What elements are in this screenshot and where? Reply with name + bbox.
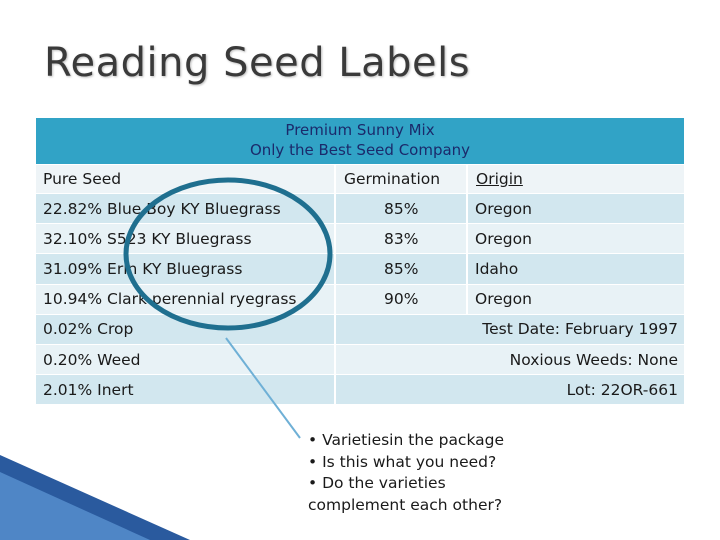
seed-label-table: Premium Sunny Mix Only the Best Seed Com… — [36, 118, 684, 405]
germination-header-text: Germination — [344, 170, 441, 188]
origin-cell: Oregon — [475, 199, 532, 218]
test-date-cell: Test Date: February 1997 — [482, 320, 678, 339]
table-row: 0.02% Crop Test Date: February 1997 — [36, 313, 684, 344]
noxious-weeds-cell: Noxious Weeds: None — [509, 350, 678, 369]
origin-header: Origin — [468, 165, 684, 193]
origin-cell: Oregon — [475, 229, 532, 248]
germination-cell: 90% — [336, 284, 468, 314]
company-name: Only the Best Seed Company — [249, 141, 471, 159]
callout-line: • Varietiesin the package — [308, 431, 505, 449]
germination-header: Germination — [336, 165, 468, 193]
germination-cell: 85% — [336, 194, 468, 224]
slide-title: Reading Seed Labels — [44, 40, 471, 86]
origin-cell: Oregon — [475, 290, 532, 309]
table-row: 31.09% Erin KY Bluegrass 85% Idaho — [36, 253, 684, 284]
inert-cell: 2.01% Inert — [36, 375, 336, 405]
crop-cell: 0.02% Crop — [36, 314, 336, 344]
pointer-line — [225, 337, 301, 439]
origin-header-text: Origin — [476, 170, 523, 188]
callout-line: • Do the varieties — [308, 474, 446, 492]
callout-line: complement each other? — [308, 495, 503, 514]
weed-cell: 0.20% Weed — [36, 344, 336, 375]
pure-seed-cell: 22.82% Blue Boy KY Bluegrass — [36, 194, 336, 224]
pure-seed-cell: 10.94% Clark perennial ryegrass — [36, 284, 336, 314]
pure-seed-cell: 31.09% Erin KY Bluegrass — [36, 254, 336, 284]
table-row: 22.82% Blue Boy KY Bluegrass 85% Oregon — [36, 193, 684, 224]
germination-cell: 85% — [336, 254, 468, 284]
callout-text: • Varietiesin the package • Is this what… — [308, 430, 504, 516]
table-row: 32.10% S523 KY Bluegrass 83% Oregon — [36, 223, 684, 254]
pure-seed-cell: 32.10% S523 KY Bluegrass — [36, 224, 336, 254]
table-row: 0.20% Weed Noxious Weeds: None — [36, 343, 684, 375]
product-name: Premium Sunny Mix — [285, 121, 435, 139]
label-header: Premium Sunny Mix Only the Best Seed Com… — [36, 118, 684, 164]
column-header-row: Pure Seed Germination Origin — [36, 164, 684, 193]
pure-seed-header: Pure Seed — [36, 165, 336, 193]
callout-line: • Is this what you need? — [308, 452, 497, 471]
lot-cell: Lot: 22OR-661 — [566, 380, 678, 399]
origin-cell: Idaho — [475, 259, 519, 278]
germination-cell: 83% — [336, 224, 468, 254]
highlight-ellipse — [123, 177, 333, 331]
corner-decoration-inner — [0, 472, 150, 540]
table-row: 2.01% Inert Lot: 22OR-661 — [36, 374, 684, 405]
